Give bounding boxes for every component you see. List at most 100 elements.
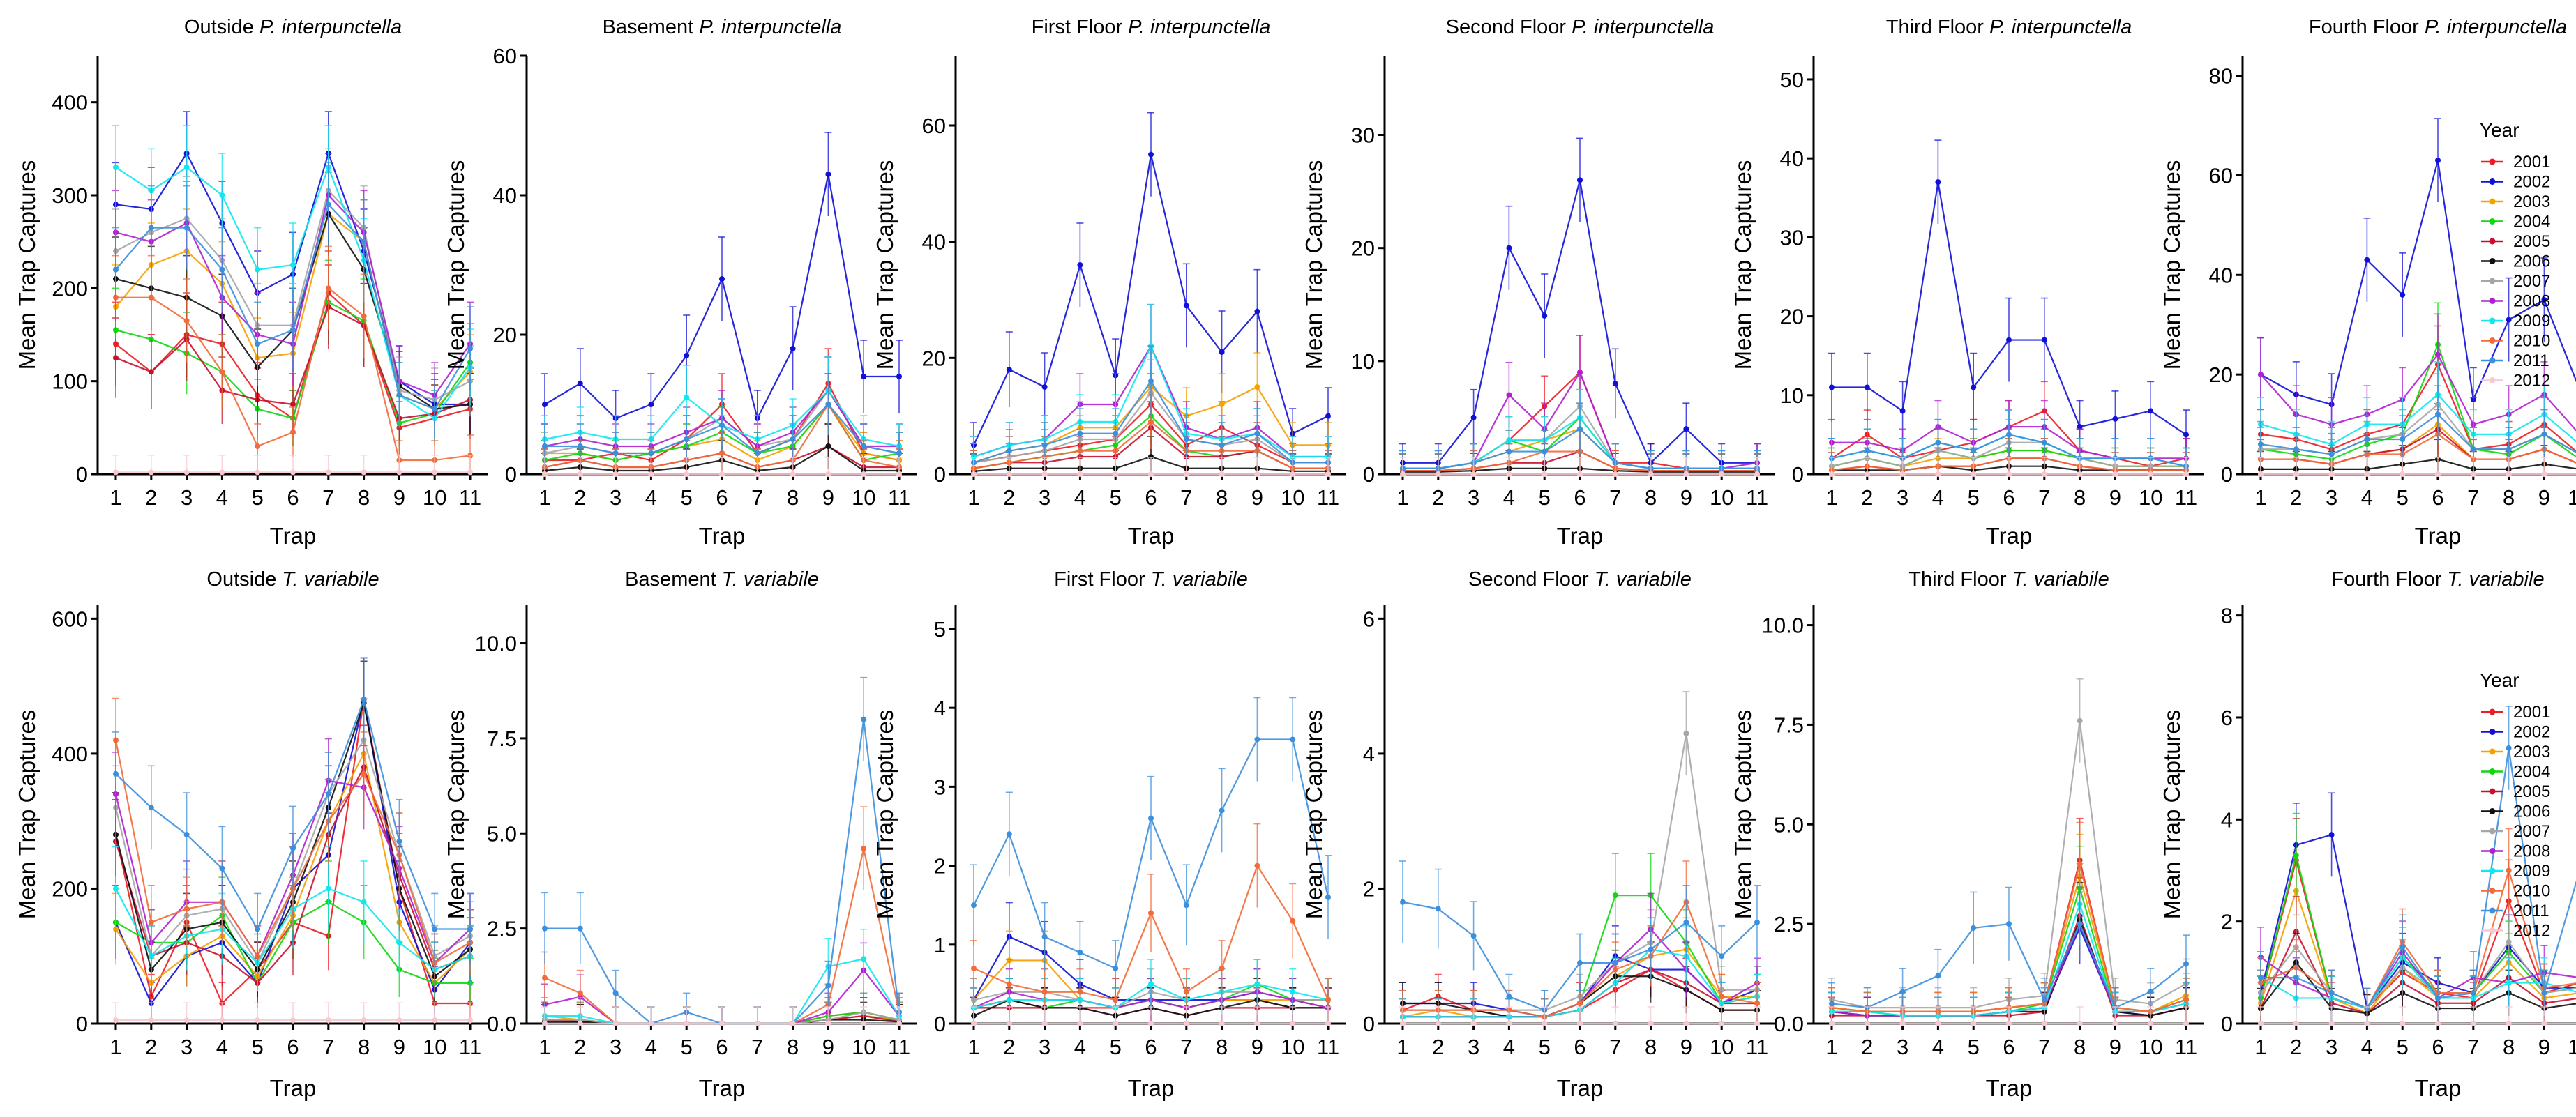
- data-point: [1290, 736, 1296, 743]
- x-tick-label: 7: [322, 1035, 334, 1059]
- data-point: [790, 346, 796, 351]
- x-tick-label: 7: [2467, 485, 2479, 510]
- data-point: [2470, 471, 2476, 477]
- x-axis-label: Trap: [699, 523, 746, 549]
- data-point: [2183, 996, 2189, 1003]
- data-point: [183, 832, 190, 838]
- x-tick-label: 4: [2361, 485, 2373, 510]
- data-point: [1864, 448, 1870, 454]
- data-point: [1506, 392, 1512, 398]
- x-tick-label: 7: [2038, 1035, 2050, 1059]
- data-point: [1219, 402, 1225, 407]
- data-point: [1041, 442, 1048, 448]
- series-line: [2261, 423, 2576, 465]
- panel-title: Fourth Floor P. interpunctella: [2309, 16, 2567, 38]
- x-tick-label: 7: [751, 485, 763, 510]
- x-tick-label: 2: [1861, 1035, 1873, 1059]
- series-2011: [970, 697, 1332, 996]
- x-tick-label: 6: [2003, 485, 2014, 510]
- x-tick-label: 4: [1932, 485, 1944, 510]
- data-point: [2077, 717, 2083, 724]
- x-tick-label: 9: [1251, 485, 1263, 510]
- data-point: [2112, 471, 2118, 477]
- y-tick-label: 0: [76, 1012, 88, 1036]
- data-point: [290, 262, 296, 268]
- data-point: [290, 327, 296, 333]
- data-point: [2506, 471, 2512, 477]
- data-point: [1612, 892, 1618, 899]
- data-point: [1935, 973, 1941, 979]
- panel-1: Basement P. interpunctella 0 20 40 60 1 2 3 4 5 6 7…: [443, 16, 917, 549]
- data-point: [432, 1017, 438, 1024]
- x-tick-label: 9: [2109, 485, 2121, 510]
- series-2002: [970, 112, 1332, 468]
- data-point: [113, 770, 119, 777]
- data-point: [1148, 815, 1154, 821]
- data-point: [1506, 245, 1512, 251]
- data-point: [861, 374, 867, 379]
- data-point: [1077, 262, 1083, 268]
- series-2002: [541, 132, 903, 446]
- x-tick-label: 8: [1645, 1035, 1657, 1059]
- panel-5: Fourth Floor P. interpunctella 0 20 40 60 80 1…: [2159, 16, 2576, 549]
- data-point: [219, 369, 225, 375]
- series-2006: [2257, 439, 2576, 474]
- x-tick-label: 4: [216, 1035, 228, 1059]
- y-axis-label: Mean Trap Captures: [1730, 160, 1756, 370]
- data-point: [148, 919, 154, 925]
- data-point: [2364, 257, 2370, 263]
- data-point: [1683, 1021, 1689, 1026]
- x-tick-label: 3: [610, 1035, 622, 1059]
- x-tick-label: 10: [1710, 485, 1733, 510]
- data-point: [1183, 902, 1189, 909]
- data-point: [2506, 317, 2512, 323]
- y-tick-label: 7.5: [487, 727, 517, 751]
- data-point: [719, 276, 725, 282]
- data-point: [1006, 448, 1012, 454]
- x-tick-label: 7: [322, 485, 334, 510]
- data-point: [2006, 337, 2012, 343]
- data-point: [255, 443, 261, 449]
- x-tick-label: 2: [145, 485, 157, 510]
- data-point: [1077, 430, 1083, 436]
- data-point: [2328, 451, 2335, 457]
- x-tick-label: 8: [358, 485, 370, 510]
- x-axis-label: Trap: [1128, 1075, 1175, 1101]
- x-tick-label: 7: [1180, 485, 1192, 510]
- data-point: [219, 865, 225, 872]
- y-tick-label: 60: [2209, 163, 2233, 188]
- series-2011: [112, 162, 474, 439]
- data-point: [1006, 981, 1012, 987]
- data-point: [1041, 989, 1048, 995]
- series-2012: [112, 1002, 474, 1024]
- panel-title-species: T. variabile: [1151, 568, 1248, 591]
- data-point: [861, 956, 867, 962]
- data-point: [790, 471, 796, 477]
- panel-title: Basement P. interpunctella: [603, 16, 842, 38]
- data-point: [896, 1021, 902, 1026]
- x-axis-label: Trap: [1986, 523, 2033, 549]
- x-tick-label: 6: [287, 1035, 299, 1059]
- data-point: [1612, 381, 1618, 387]
- data-point: [255, 1017, 261, 1024]
- x-tick-label: 8: [1216, 1035, 1228, 1059]
- data-point: [2148, 471, 2154, 477]
- data-point: [1254, 736, 1260, 743]
- x-tick-label: 11: [1746, 1035, 1768, 1059]
- data-point: [1006, 367, 1012, 372]
- data-point: [684, 395, 690, 400]
- data-point: [1183, 989, 1189, 995]
- series-line: [545, 719, 901, 1025]
- data-point: [577, 471, 583, 477]
- data-point: [1648, 946, 1654, 952]
- data-point: [1325, 471, 1331, 477]
- data-point: [1254, 308, 1260, 314]
- data-point: [1290, 471, 1296, 477]
- data-point: [1935, 179, 1941, 185]
- data-point: [396, 838, 402, 844]
- data-point: [1041, 1021, 1048, 1026]
- data-point: [1290, 1021, 1296, 1026]
- x-tick-label: 6: [1145, 1035, 1157, 1059]
- data-point: [2364, 436, 2370, 442]
- panel-title-location: Second Floor: [1468, 568, 1595, 591]
